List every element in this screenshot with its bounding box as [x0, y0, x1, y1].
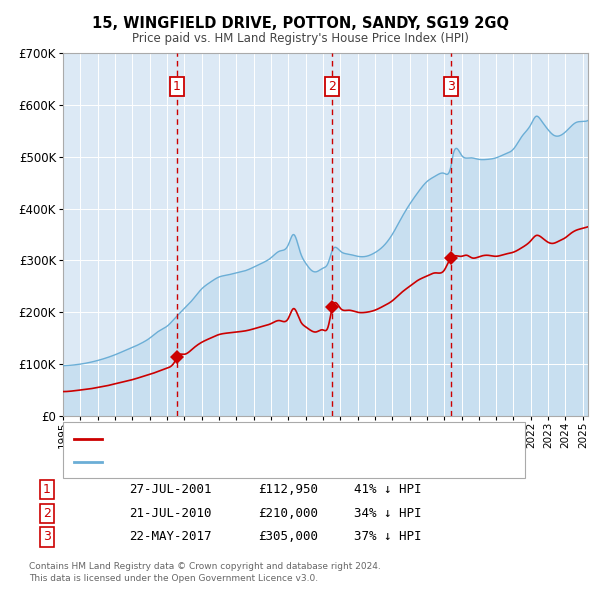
Text: 3: 3 [447, 80, 455, 93]
Text: 2: 2 [43, 507, 51, 520]
Text: Contains HM Land Registry data © Crown copyright and database right 2024.: Contains HM Land Registry data © Crown c… [29, 562, 380, 571]
Text: 1: 1 [43, 483, 51, 496]
Text: £210,000: £210,000 [258, 507, 318, 520]
Text: 15, WINGFIELD DRIVE, POTTON, SANDY, SG19 2GQ: 15, WINGFIELD DRIVE, POTTON, SANDY, SG19… [91, 16, 509, 31]
Text: £112,950: £112,950 [258, 483, 318, 496]
Text: 34% ↓ HPI: 34% ↓ HPI [354, 507, 421, 520]
Text: This data is licensed under the Open Government Licence v3.0.: This data is licensed under the Open Gov… [29, 573, 318, 583]
Text: Price paid vs. HM Land Registry's House Price Index (HPI): Price paid vs. HM Land Registry's House … [131, 32, 469, 45]
Text: 1: 1 [173, 80, 181, 93]
Text: HPI: Average price, detached house, Central Bedfordshire: HPI: Average price, detached house, Cent… [107, 457, 408, 467]
Text: 41% ↓ HPI: 41% ↓ HPI [354, 483, 421, 496]
Text: £305,000: £305,000 [258, 530, 318, 543]
Text: 3: 3 [43, 530, 51, 543]
Text: 27-JUL-2001: 27-JUL-2001 [129, 483, 212, 496]
Text: 37% ↓ HPI: 37% ↓ HPI [354, 530, 421, 543]
Text: 15, WINGFIELD DRIVE, POTTON, SANDY, SG19 2GQ (detached house): 15, WINGFIELD DRIVE, POTTON, SANDY, SG19… [107, 434, 467, 444]
Text: 21-JUL-2010: 21-JUL-2010 [129, 507, 212, 520]
Text: 22-MAY-2017: 22-MAY-2017 [129, 530, 212, 543]
Text: 2: 2 [328, 80, 337, 93]
